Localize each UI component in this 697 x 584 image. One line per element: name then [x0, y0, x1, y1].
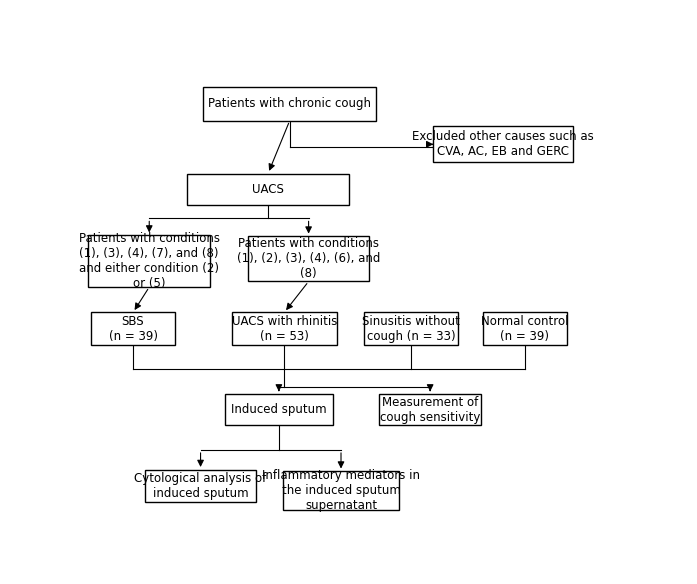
Text: Measurement of
cough sensitivity: Measurement of cough sensitivity: [380, 395, 480, 423]
Text: Cytological analysis of
induced sputum: Cytological analysis of induced sputum: [135, 472, 267, 500]
FancyBboxPatch shape: [225, 394, 333, 425]
FancyBboxPatch shape: [364, 312, 459, 345]
FancyBboxPatch shape: [89, 235, 210, 287]
Text: Patients with conditions
(1), (3), (4), (7), and (8)
and either condition (2)
or: Patients with conditions (1), (3), (4), …: [79, 232, 220, 290]
Text: UACS with rhinitis
(n = 53): UACS with rhinitis (n = 53): [231, 315, 337, 343]
FancyBboxPatch shape: [379, 394, 482, 425]
FancyBboxPatch shape: [91, 312, 175, 345]
FancyBboxPatch shape: [248, 237, 369, 281]
FancyBboxPatch shape: [187, 173, 349, 205]
Text: Inflammatory mediators in
the induced sputum
supernatant: Inflammatory mediators in the induced sp…: [262, 469, 420, 512]
FancyBboxPatch shape: [231, 312, 337, 345]
Text: Normal control
(n = 39): Normal control (n = 39): [481, 315, 569, 343]
Text: UACS: UACS: [252, 183, 284, 196]
Text: Induced sputum: Induced sputum: [231, 403, 327, 416]
Text: Excluded other causes such as
CVA, AC, EB and GERC: Excluded other causes such as CVA, AC, E…: [412, 130, 594, 158]
Text: SBS
(n = 39): SBS (n = 39): [109, 315, 158, 343]
FancyBboxPatch shape: [433, 126, 574, 162]
FancyBboxPatch shape: [283, 471, 399, 510]
FancyBboxPatch shape: [483, 312, 567, 345]
Text: Patients with conditions
(1), (2), (3), (4), (6), and
(8): Patients with conditions (1), (2), (3), …: [237, 238, 381, 280]
FancyBboxPatch shape: [204, 87, 376, 121]
Text: Sinusitis without
cough (n = 33): Sinusitis without cough (n = 33): [362, 315, 460, 343]
FancyBboxPatch shape: [145, 470, 256, 502]
Text: Patients with chronic cough: Patients with chronic cough: [208, 98, 372, 110]
